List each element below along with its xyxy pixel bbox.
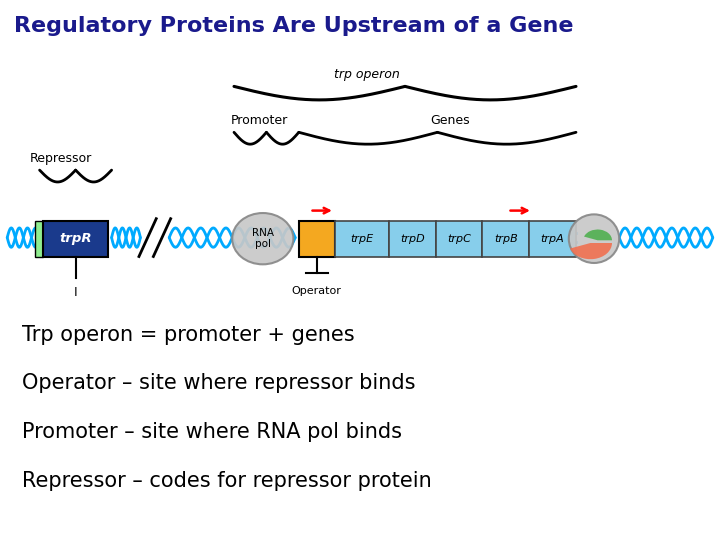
Text: I: I (73, 286, 78, 299)
Text: trpC: trpC (447, 234, 471, 244)
FancyBboxPatch shape (35, 221, 43, 256)
Text: Promoter – site where RNA pol binds: Promoter – site where RNA pol binds (22, 422, 402, 442)
Text: trp operon: trp operon (334, 68, 400, 81)
Text: Promoter: Promoter (230, 114, 288, 127)
Text: trpB: trpB (494, 234, 518, 244)
FancyBboxPatch shape (436, 221, 482, 256)
Text: Trp operon = promoter + genes: Trp operon = promoter + genes (22, 325, 354, 345)
Text: trpA: trpA (541, 234, 564, 244)
FancyBboxPatch shape (529, 221, 576, 256)
FancyBboxPatch shape (389, 221, 436, 256)
Text: Repressor: Repressor (30, 152, 92, 165)
FancyBboxPatch shape (299, 221, 335, 256)
FancyBboxPatch shape (43, 221, 108, 256)
Text: Regulatory Proteins Are Upstream of a Gene: Regulatory Proteins Are Upstream of a Ge… (14, 16, 574, 36)
FancyBboxPatch shape (335, 221, 389, 256)
FancyBboxPatch shape (482, 221, 529, 256)
Wedge shape (570, 243, 612, 259)
Text: Operator: Operator (292, 286, 342, 296)
Ellipse shape (232, 213, 294, 264)
Ellipse shape (569, 214, 619, 263)
Text: Genes: Genes (430, 114, 470, 127)
Text: RNA
pol: RNA pol (252, 228, 274, 249)
Wedge shape (584, 230, 612, 240)
Text: trpE: trpE (350, 234, 374, 244)
Text: Repressor – codes for repressor protein: Repressor – codes for repressor protein (22, 470, 431, 491)
Text: trpD: trpD (400, 234, 425, 244)
Text: Operator – site where repressor binds: Operator – site where repressor binds (22, 373, 415, 394)
Text: trpR: trpR (59, 232, 92, 246)
